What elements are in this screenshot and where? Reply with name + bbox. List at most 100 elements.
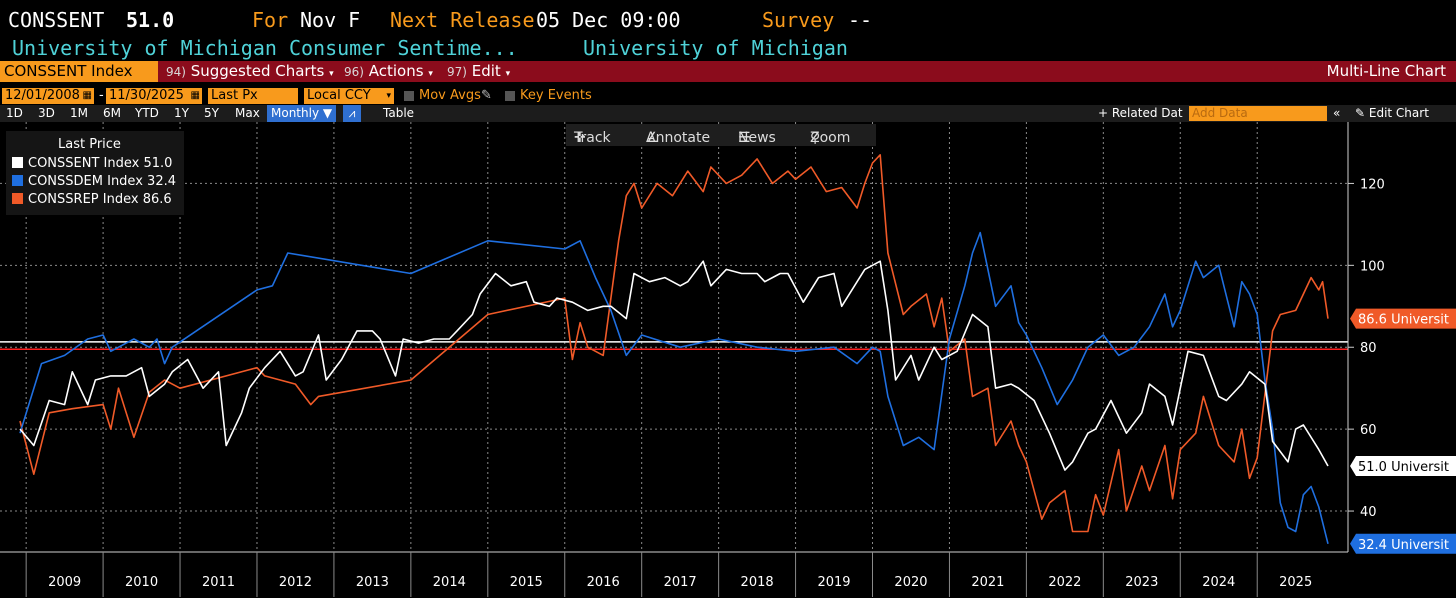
chart-grid [0,122,1348,552]
annotate-label: Annotate [646,130,711,146]
menu-bar: CONSSENT Index 94) Suggested Charts ▾ 96… [0,61,1456,82]
key-events-label[interactable]: Key Events [520,88,592,103]
price-field: Last Px [211,88,258,103]
actions-label: Actions [368,62,424,80]
legend-value: 51.0 [143,156,173,171]
range-3d[interactable]: 3D [38,106,55,120]
pencil-icon[interactable]: ✎ [481,88,492,103]
legend-name: CONSSENT Index [28,156,140,171]
start-date-field[interactable]: 12/01/2008 ▦ [2,88,94,104]
caret-down-icon: ▾ [386,91,391,101]
frequency-select[interactable]: Monthly ▼ [267,105,337,122]
security-field[interactable]: CONSSENT Index [0,61,158,82]
x-tick-label: 2018 [741,575,774,590]
range-1m[interactable]: 1M [70,106,88,120]
currency-select[interactable]: Local CCY ▾ [304,88,394,104]
mov-avgs-checkbox[interactable] [404,91,414,101]
security-description: University of Michigan Consumer Sentime.… [12,36,518,60]
range-max[interactable]: Max [235,106,260,120]
range-6m[interactable]: 6M [103,106,121,120]
y-tick-label: 40 [1360,505,1377,520]
legend-swatch [12,157,23,168]
series-lines [19,154,1329,544]
suggested-charts-menu[interactable]: 94) Suggested Charts ▾ [166,61,334,82]
tag-label: 32.4 Universit [1358,538,1449,553]
caret-down-icon: ▾ [505,69,511,79]
for-label: For [252,8,289,32]
ticker[interactable]: CONSSENT [8,8,105,32]
series-line-conssent [19,260,1329,471]
last-value-tag: 86.6 Universit [1350,308,1456,329]
range-1y[interactable]: 1Y [174,106,189,120]
chart-type-label: Multi-Line Chart [1326,62,1446,80]
y-tick-label: 120 [1360,177,1385,192]
survey-label: Survey [762,8,835,32]
caret-down-icon: ▾ [428,69,433,79]
x-tick-label: 2025 [1279,575,1312,590]
collapse-icon[interactable]: « [1333,106,1341,120]
price-field-select[interactable]: Last Px [208,88,298,104]
control-bar: 12/01/2008 ▦ - 11/30/2025 ▦ Last Px Local … [0,87,1456,105]
related-data-button[interactable]: + Related Dat [1098,106,1183,120]
currency: Local CCY [307,88,371,103]
x-tick-label: 2019 [817,575,850,590]
y-tick-label: 60 [1360,423,1377,438]
last-value-tag: 32.4 Universit [1350,533,1456,554]
calendar-icon[interactable]: ▦ [190,90,200,101]
suggested-charts-number: 94) [166,65,186,79]
legend-item-conssrep[interactable]: CONSSREP Index 86.6 [12,192,172,207]
legend-swatch [12,193,23,204]
tag-label: 86.6 Universit [1358,313,1449,328]
legend-name: CONSSREP Index [28,192,139,207]
mov-avgs-label[interactable]: Mov Avgs [419,88,481,103]
range-5y[interactable]: 5Y [204,106,219,120]
legend-name: CONSSDEM Index [28,174,143,189]
add-data-input[interactable]: Add Data [1189,106,1327,121]
legend-value: 32.4 [147,174,176,189]
start-date: 12/01/2008 [5,88,80,103]
legend-item-conssent[interactable]: CONSSENT Index 51.0 [12,156,172,171]
range-1d[interactable]: 1D [6,106,23,120]
caret-down-icon: ▾ [329,69,334,79]
y-tick-label: 100 [1360,259,1385,274]
x-tick-label: 2022 [1048,575,1081,590]
line-chart-icon[interactable]: ⩘ [343,105,361,122]
legend-item-conssdem[interactable]: CONSSDEM Index 32.4 [12,174,176,189]
key-events-checkbox[interactable] [505,91,515,101]
security-source: University of Michigan [583,36,848,60]
x-tick-label: 2014 [433,575,466,590]
edit-chart-button[interactable]: ✎ Edit Chart [1355,106,1429,120]
description-row: University of Michigan Consumer Sentime.… [0,34,1456,60]
edit-menu[interactable]: 97) Edit ▾ [447,61,510,82]
actions-menu[interactable]: 96) Actions ▾ [344,61,433,82]
edit-chart-label: Edit Chart [1368,106,1429,120]
security-header: CONSSENT 51.0 For Nov F Next Release 05 … [0,0,1456,34]
legend-value: 86.6 [142,192,172,207]
survey-value: -- [848,8,873,32]
x-axis: 2009 2010 2011 2012 2013 2014 2015 2016 2017 2018… [0,551,1348,597]
news-label: News [738,130,776,146]
chart-toolbar: ✛ Track ∠ Annotate ☰ News ⚲ Zoom [566,124,876,146]
legend-swatch [12,175,23,186]
range-ytd[interactable]: YTD [135,106,159,120]
tag-label: 51.0 Universit [1358,460,1449,475]
calendar-icon[interactable]: ▦ [82,90,92,101]
x-tick-label: 2021 [971,575,1004,590]
crosshair-icon: ✛ [574,130,586,146]
table-button[interactable]: Table [383,106,415,120]
series-line-conssrep [19,154,1329,533]
y-axis: 40 60 80 100 120 [1347,122,1385,552]
edit-number: 97) [447,65,467,79]
frequency-label: Monthly [271,106,320,120]
range-bar: 1D 3D 1M 6M YTD 1Y 5Y Max Monthly ▼ ⩘ Ta… [0,105,1456,122]
track-label: Track [574,130,611,146]
x-tick-label: 2012 [279,575,312,590]
news-icon: ☰ [738,130,751,146]
y-tick-label: 80 [1360,341,1377,356]
end-date: 11/30/2025 [109,88,184,103]
end-date-field[interactable]: 11/30/2025 ▦ [106,88,202,104]
pen-icon: ∠ [646,130,659,146]
magnifier-icon: ⚲ [810,130,821,146]
next-release-label: Next Release [390,8,535,32]
